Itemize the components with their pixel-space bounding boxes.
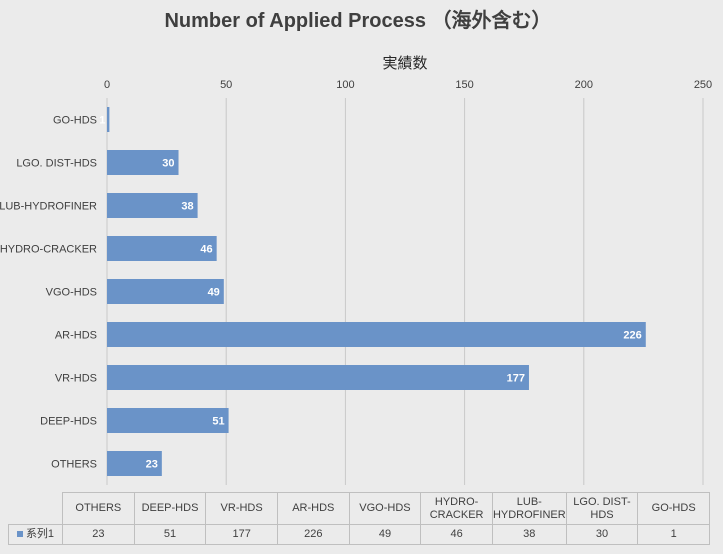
y-category-label: LGO. DIST-HDS — [16, 158, 97, 170]
bar-data-label: 49 — [208, 287, 220, 299]
x-tick-label: 0 — [104, 79, 110, 91]
table-header-cell: AR-HDS — [276, 492, 350, 525]
bar — [107, 322, 646, 347]
table-header-cell: OTHERS — [62, 492, 135, 525]
bar-data-labels: 23 51 177 226 49 46 38 30 1 — [99, 115, 642, 471]
table-header-cell: DEEP-HDS — [133, 492, 207, 525]
table-series-cell: 系列1 — [8, 524, 63, 545]
table-header-row: OTHERS DEEP-HDS VR-HDS AR-HDS VGO-HDS HYDRO- C… — [8, 492, 710, 525]
table-header-cell: HYDRO- CRACKER — [420, 492, 493, 525]
table-value-cell: 49 — [348, 524, 422, 545]
table-value-cell: 46 — [420, 524, 493, 545]
bar-data-label: 30 — [162, 158, 174, 170]
table-header-cell: LGO. DIST- HDS — [565, 492, 639, 525]
chart-title: Number of Applied Process （海外含む） — [164, 8, 551, 32]
table-header-cell: LUB- HYDROFINER — [491, 492, 567, 525]
table-header-cell: VGO-HDS — [348, 492, 422, 525]
data-table: OTHERS DEEP-HDS VR-HDS AR-HDS VGO-HDS HYDRO- C… — [8, 492, 710, 545]
bar-data-label: 226 — [623, 330, 641, 342]
y-category-label: DEEP-HDS — [40, 416, 97, 428]
bar-data-label: 46 — [200, 244, 212, 256]
x-tick-label: 250 — [694, 79, 712, 91]
y-category-label: HYDRO-CRACKER — [0, 244, 97, 256]
bar — [107, 236, 217, 261]
bar-data-label: 23 — [146, 459, 158, 471]
x-tick-label: 50 — [220, 79, 232, 91]
y-category-label: OTHERS — [51, 459, 97, 471]
series-name: 系列1 — [25, 528, 55, 540]
table-value-cell: 226 — [276, 524, 350, 545]
table-value-cell: 30 — [565, 524, 639, 545]
table-value-cell: 177 — [205, 524, 278, 545]
x-tick-label: 150 — [455, 79, 473, 91]
x-tick-labels: 0 50 100 150 200 250 — [104, 79, 712, 91]
bar-data-label: 177 — [507, 373, 525, 385]
x-axis-title: 実績数 — [382, 54, 427, 72]
bar — [107, 150, 179, 175]
table-header-cell: VR-HDS — [205, 492, 278, 525]
y-category-label: GO-HDS — [53, 115, 97, 127]
bar — [107, 365, 529, 390]
table-header-cell: GO-HDS — [637, 492, 710, 525]
y-category-label: LUB-HYDROFINER — [0, 201, 97, 213]
x-tick-label: 100 — [336, 79, 354, 91]
y-category-label: AR-HDS — [55, 330, 97, 342]
bar — [107, 107, 110, 132]
y-category-label: VGO-HDS — [46, 287, 97, 299]
table-corner-cell — [8, 492, 63, 525]
legend-key — [16, 531, 23, 538]
y-category-label: VR-HDS — [55, 373, 97, 385]
bar — [107, 193, 198, 218]
table-value-cell: 1 — [637, 524, 710, 545]
bar-data-label: 1 — [99, 115, 105, 127]
table-value-cell: 51 — [133, 524, 207, 545]
bars — [107, 107, 646, 476]
table-value-row: 系列1 23 51 177 226 49 46 38 30 1 — [8, 524, 710, 545]
chart-area: Number of Applied Process （海外含む） 実績数 0 50… — [0, 8, 712, 485]
x-tick-label: 200 — [575, 79, 593, 91]
bar-data-label: 38 — [181, 201, 193, 213]
table-value-cell: 38 — [491, 524, 567, 545]
bar — [107, 279, 224, 304]
bar — [107, 408, 229, 433]
y-category-labels: OTHERS DEEP-HDS VR-HDS AR-HDS VGO-HDS HYDRO-C… — [0, 115, 97, 471]
bar-data-label: 51 — [212, 416, 224, 428]
bar — [107, 451, 162, 476]
table-value-cell: 23 — [62, 524, 135, 545]
